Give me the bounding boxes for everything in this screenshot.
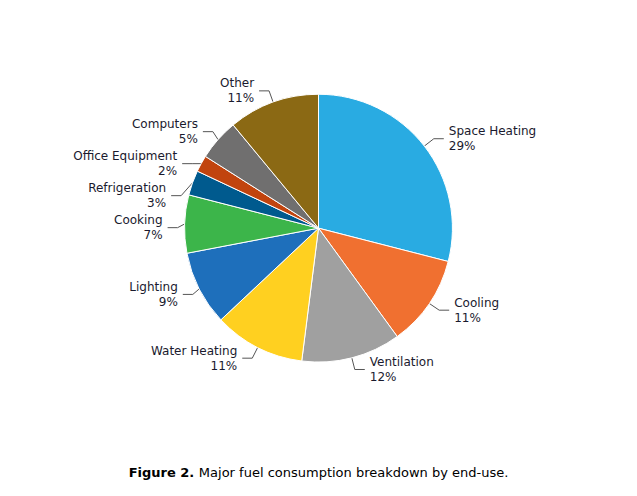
svg-text:Refrigeration: Refrigeration [88,181,166,195]
svg-text:Figure 2.: Figure 2. [129,465,195,480]
svg-text:Lighting: Lighting [129,280,178,294]
svg-text:11%: 11% [227,91,254,105]
svg-text:Space Heating: Space Heating [449,124,536,138]
svg-text:12%: 12% [370,370,397,384]
svg-text:Cooking: Cooking [114,213,163,227]
svg-text:11%: 11% [454,311,481,325]
svg-text:9%: 9% [159,295,178,309]
svg-text:2%: 2% [158,164,177,178]
svg-text:5%: 5% [179,132,198,146]
svg-text:Office Equipment: Office Equipment [73,149,177,163]
svg-text:Water Heating: Water Heating [151,344,237,358]
svg-text:29%: 29% [449,139,476,153]
svg-text:11%: 11% [211,359,238,373]
svg-text:Cooling: Cooling [454,296,499,310]
svg-text:Other: Other [220,76,254,90]
svg-text:3%: 3% [147,196,166,210]
svg-text:Computers: Computers [132,117,198,131]
svg-text:Ventilation: Ventilation [370,355,434,369]
svg-text:Major fuel consumption breakdo: Major fuel consumption breakdown by end-… [199,465,509,480]
svg-text:7%: 7% [144,228,163,242]
